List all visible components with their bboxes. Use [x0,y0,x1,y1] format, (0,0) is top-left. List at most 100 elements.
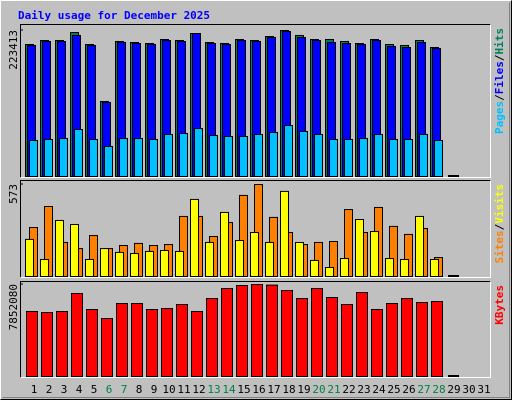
bar [220,211,229,278]
legend-entry: Hits [493,28,506,55]
bar [419,133,428,177]
bar [101,318,113,377]
chart-title: Daily usage for December 2025 [18,9,210,22]
bar [131,303,143,378]
legend-separator: / [493,223,506,230]
y-tick-label: 223413 [7,30,20,70]
bar [205,241,214,278]
bar [116,303,128,378]
x-tick-label: 29 [447,383,460,396]
bar [160,249,169,278]
bar [400,258,409,278]
bar [374,133,383,177]
x-tick-label: 17 [267,383,280,396]
bar [25,238,34,277]
bar [209,135,218,178]
bar [434,139,443,177]
bar [206,298,218,377]
bar [356,292,368,378]
x-tick-label: 19 [297,383,310,396]
x-tick-label: 26 [402,383,415,396]
bar [386,303,398,378]
bar [179,132,188,177]
legend-entry: Pages [493,101,506,134]
legend-entry: Visits [493,184,506,224]
x-tick-label: 31 [477,383,490,396]
bar [344,139,353,177]
bar [385,258,394,278]
x-tick-label: 18 [282,383,295,396]
bar [146,309,158,377]
x-tick-label: 25 [387,383,400,396]
bar [59,138,68,177]
bar [190,198,199,277]
x-tick-label: 5 [91,383,98,396]
bar [134,138,143,177]
bar [311,287,323,377]
bar [310,259,319,277]
panel-edge-light [20,24,491,178]
bar [100,248,109,277]
x-tick-label: 9 [151,383,158,396]
bar [161,307,173,377]
x-tick-label: 15 [237,383,250,396]
legend: KBytes [493,285,506,325]
legend-separator: / [493,94,506,101]
x-tick-label: 24 [372,383,386,396]
bar [251,284,263,377]
bar [389,139,398,177]
bar [149,139,158,177]
bar [415,215,424,278]
x-tick-label: 14 [222,383,236,396]
bar [221,287,233,377]
x-tick-label: 12 [192,383,205,396]
bar [280,190,289,277]
x-tick-label: 7 [121,383,128,396]
bar [175,250,184,278]
bar [250,232,259,277]
bar [296,298,308,377]
bar [74,129,83,177]
bar [431,301,443,377]
bar [401,298,413,377]
x-tick-label: 28 [432,383,445,396]
bar [448,275,459,277]
bar [329,139,338,177]
bar [359,138,368,177]
bar [56,310,68,377]
bar [85,258,94,278]
bar [44,139,53,177]
bar [404,139,413,177]
bar [89,139,98,177]
bar [104,146,113,177]
bar [224,136,233,177]
legend-entry: Files [493,61,506,94]
bar [325,267,334,278]
legend-entry: Sites [493,230,506,263]
x-tick-label: 21 [327,383,340,396]
bar [314,133,323,177]
x-tick-label: 16 [252,383,265,396]
panel-edge-dark [20,281,491,378]
bar [70,223,79,278]
bar [55,219,64,278]
panel-edge-dark [20,180,491,278]
bar [115,251,124,277]
bar [266,284,278,377]
x-tick-label: 10 [162,383,175,396]
bar [254,133,263,177]
legend: Sites/Visits [493,184,506,264]
x-tick-label: 4 [76,383,83,396]
x-tick-label: 8 [136,383,143,396]
x-tick-label: 13 [207,383,220,396]
bar [448,375,459,377]
bar [239,136,248,177]
bar [26,310,38,377]
bar [295,241,304,278]
x-tick-label: 6 [106,383,113,396]
bar [71,292,83,378]
bar [284,125,293,177]
